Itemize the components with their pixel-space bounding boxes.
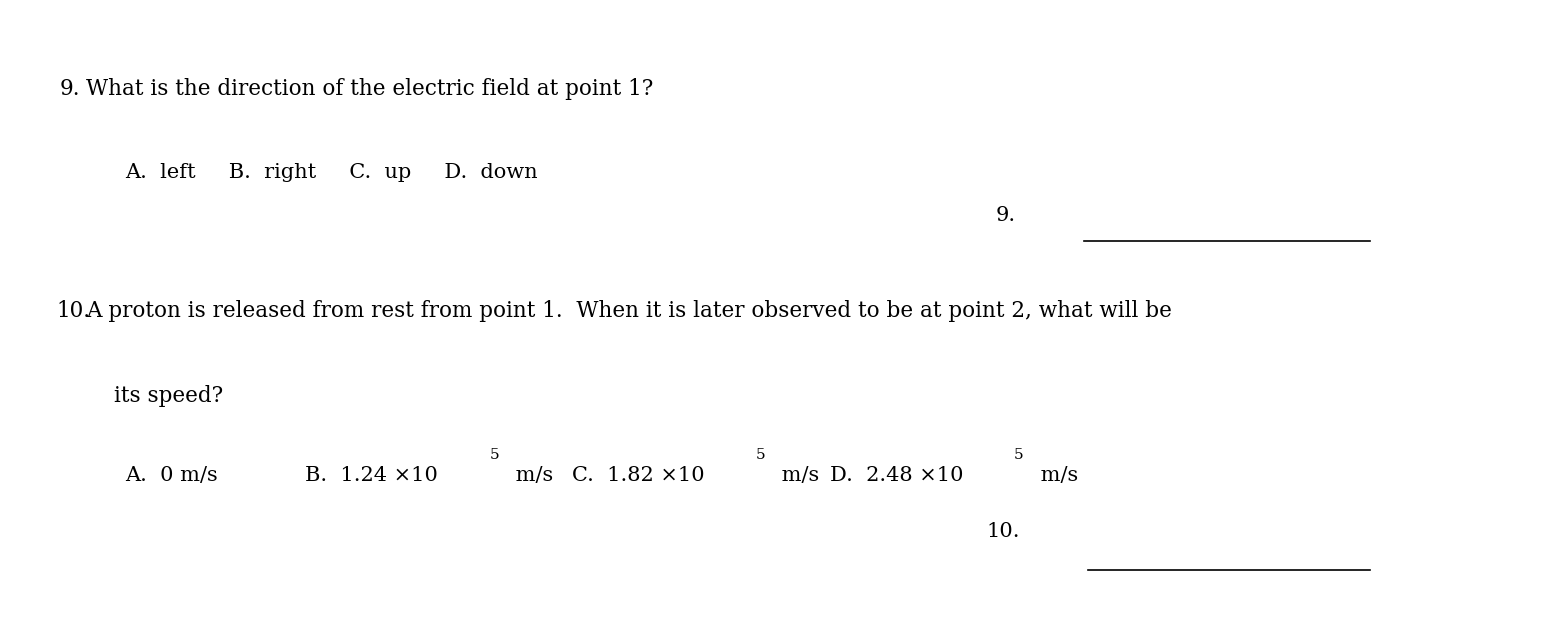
Text: D.  2.48 ×10: D. 2.48 ×10 [830,466,963,485]
Text: A.  left     B.  right     C.  up     D.  down: A. left B. right C. up D. down [125,163,537,182]
Text: 10.: 10. [56,300,91,322]
Text: C.  1.82 ×10: C. 1.82 ×10 [572,466,705,485]
Text: 9.: 9. [60,78,80,100]
Text: 5: 5 [1013,448,1024,461]
Text: What is the direction of the electric field at point 1?: What is the direction of the electric fi… [86,78,653,100]
Text: m/s: m/s [775,466,819,485]
Text: A.  0 m/s: A. 0 m/s [125,466,218,485]
Text: 10.: 10. [987,523,1019,541]
Text: A proton is released from rest from point 1.  When it is later observed to be at: A proton is released from rest from poin… [86,300,1171,322]
Text: m/s: m/s [1034,466,1077,485]
Text: 5: 5 [755,448,766,461]
Text: 5: 5 [489,448,500,461]
Text: B.  1.24 ×10: B. 1.24 ×10 [305,466,438,485]
Text: 9.: 9. [996,207,1016,225]
Text: its speed?: its speed? [114,385,224,407]
Text: m/s: m/s [509,466,553,485]
